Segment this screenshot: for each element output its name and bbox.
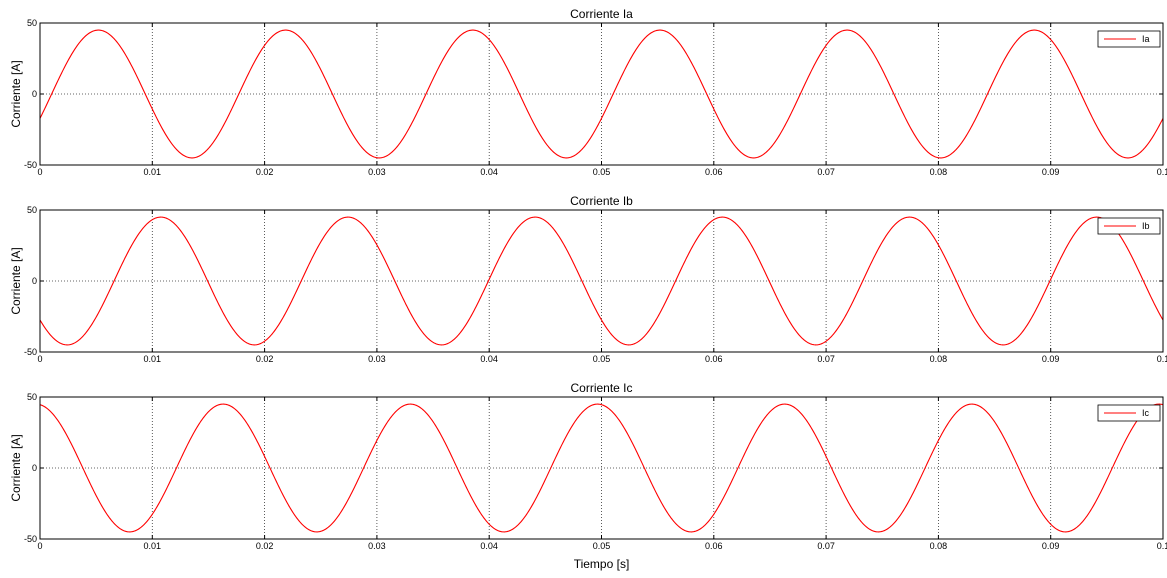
x-tick-label: 0.05 bbox=[593, 167, 611, 177]
y-axis-label: Corriente [A] bbox=[9, 247, 23, 314]
y-tick-label: 50 bbox=[27, 392, 37, 402]
x-tick-label: 0.08 bbox=[930, 354, 948, 364]
subplot-1: 0 0.01 0.02 0.03 0.04 0.05 0.06 0.07 0.08 0.09 0.1… bbox=[9, 7, 1167, 177]
chart-title: Corriente Ic bbox=[570, 381, 632, 395]
x-tick-label: 0.09 bbox=[1042, 541, 1060, 551]
x-tick-label: 0.09 bbox=[1042, 167, 1060, 177]
x-tick-label: 0.06 bbox=[705, 354, 723, 364]
x-tick-label: 0.1 bbox=[1157, 541, 1167, 551]
x-tick-label: 0.01 bbox=[144, 541, 162, 551]
y-tick-label: -50 bbox=[24, 160, 37, 170]
series-line-ia bbox=[39, 29, 1164, 159]
y-tick-label: 0 bbox=[32, 463, 37, 473]
legend-label: Ic bbox=[1142, 408, 1150, 418]
legend-label: Ib bbox=[1142, 221, 1150, 231]
y-tick-label: -50 bbox=[24, 534, 37, 544]
x-tick-label: 0.06 bbox=[705, 541, 723, 551]
x-axis-label: Tiempo [s] bbox=[574, 557, 630, 571]
x-tick-label: 0 bbox=[37, 167, 42, 177]
legend-label: Ia bbox=[1142, 34, 1150, 44]
y-axis-label: Corriente [A] bbox=[9, 434, 23, 501]
x-tick-label: 0.09 bbox=[1042, 354, 1060, 364]
y-tick-label: -50 bbox=[24, 347, 37, 357]
y-tick-label: 0 bbox=[32, 89, 37, 99]
series-line-ib bbox=[39, 216, 1164, 346]
x-tick-label: 0.08 bbox=[930, 541, 948, 551]
y-tick-label: 50 bbox=[27, 18, 37, 28]
x-tick-label: 0 bbox=[37, 541, 42, 551]
y-axis-label: Corriente [A] bbox=[9, 60, 23, 127]
x-tick-label: 0.07 bbox=[817, 167, 835, 177]
x-tick-label: 0.03 bbox=[368, 167, 386, 177]
y-tick-label: 0 bbox=[32, 276, 37, 286]
y-tick-label: 50 bbox=[27, 205, 37, 215]
x-tick-label: 0.08 bbox=[930, 167, 948, 177]
x-tick-label: 0 bbox=[37, 354, 42, 364]
x-tick-label: 0.07 bbox=[817, 354, 835, 364]
x-tick-label: 0.06 bbox=[705, 167, 723, 177]
x-tick-label: 0.04 bbox=[480, 167, 498, 177]
x-tick-label: 0.02 bbox=[256, 541, 274, 551]
x-tick-label: 0.03 bbox=[368, 541, 386, 551]
x-tick-label: 0.02 bbox=[256, 354, 274, 364]
x-tick-label: 0.04 bbox=[480, 354, 498, 364]
x-tick-label: 0.04 bbox=[480, 541, 498, 551]
series-line-ic bbox=[39, 403, 1164, 533]
x-tick-label: 0.01 bbox=[144, 167, 162, 177]
legend: Ib bbox=[1097, 217, 1161, 235]
subplot-2: 0 0.01 0.02 0.03 0.04 0.05 0.06 0.07 0.08 0.09 0.1… bbox=[9, 194, 1167, 364]
x-tick-label: 0.1 bbox=[1157, 354, 1167, 364]
chart-title: Corriente Ib bbox=[570, 194, 633, 208]
x-tick-label: 0.05 bbox=[593, 354, 611, 364]
x-tick-label: 0.07 bbox=[817, 541, 835, 551]
chart-title: Corriente Ia bbox=[570, 7, 633, 21]
legend: Ic bbox=[1097, 404, 1161, 422]
x-tick-label: 0.05 bbox=[593, 541, 611, 551]
x-tick-label: 0.02 bbox=[256, 167, 274, 177]
subplot-3: 0 0.01 0.02 0.03 0.04 0.05 0.06 0.07 0.08 0.09 0.1… bbox=[9, 381, 1167, 571]
x-tick-label: 0.03 bbox=[368, 354, 386, 364]
x-tick-label: 0.1 bbox=[1157, 167, 1167, 177]
legend: Ia bbox=[1097, 30, 1161, 48]
x-tick-label: 0.01 bbox=[144, 354, 162, 364]
